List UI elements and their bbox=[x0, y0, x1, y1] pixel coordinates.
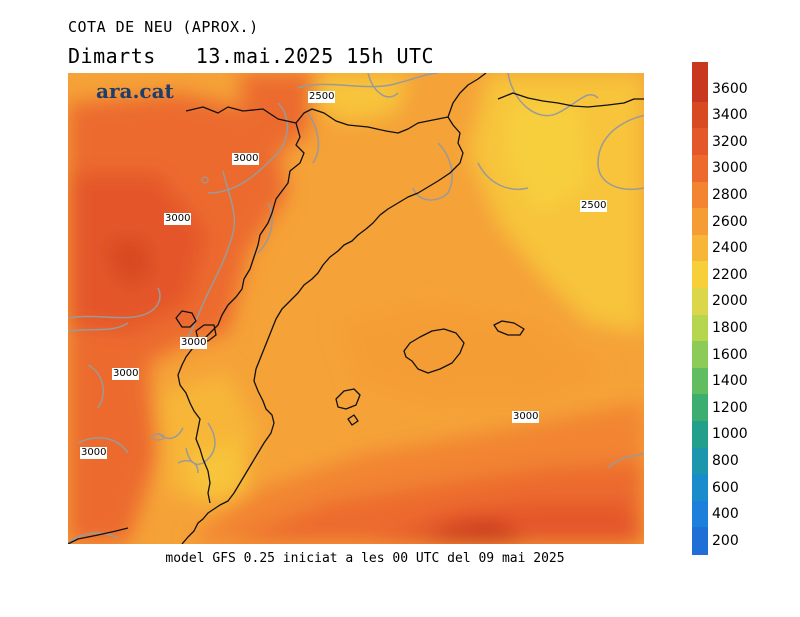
colorbar-cell bbox=[692, 181, 708, 210]
colorbar-cell bbox=[692, 447, 708, 476]
contour-label: 3000 bbox=[80, 447, 108, 459]
contour-ring bbox=[151, 433, 165, 441]
colorbar-label: 200 bbox=[712, 532, 739, 549]
map-title: COTA DE NEU (APROX.) bbox=[68, 18, 259, 36]
contour-label: 2500 bbox=[580, 200, 608, 212]
model-caption: model GFS 0.25 iniciat a les 00 UTC del … bbox=[165, 551, 565, 566]
colorbar-cell bbox=[692, 288, 708, 316]
map-date-time: 13.mai.2025 15h UTC bbox=[195, 44, 435, 68]
field-3200-s bbox=[368, 503, 644, 544]
colorbar-cell bbox=[692, 155, 708, 183]
colorbar-cell bbox=[692, 101, 708, 130]
map-day: Dimarts bbox=[68, 44, 156, 68]
colorbar-label: 2200 bbox=[712, 266, 748, 283]
field-3400-w bbox=[108, 238, 153, 288]
contour-label: 3000 bbox=[232, 153, 260, 165]
colorbar-cell bbox=[692, 474, 708, 502]
colorbar-cell bbox=[692, 208, 708, 236]
colorbar-label: 3200 bbox=[712, 133, 748, 150]
colorbar-label: 400 bbox=[712, 506, 739, 523]
colorbar-label: 1600 bbox=[712, 346, 748, 363]
contour-label: 3000 bbox=[512, 411, 540, 423]
contour-label: 3000 bbox=[164, 213, 192, 225]
colorbar-label: 3000 bbox=[712, 160, 748, 177]
contour-label: 3000 bbox=[112, 368, 140, 380]
colorbar-cell bbox=[692, 500, 708, 529]
field-3500-s bbox=[418, 521, 528, 544]
colorbar-label: 800 bbox=[712, 452, 739, 469]
colorbar-label: 3600 bbox=[712, 80, 748, 97]
colorbar-label: 1400 bbox=[712, 373, 748, 390]
colorbar-label: 1000 bbox=[712, 426, 748, 443]
colorbar-cell bbox=[692, 62, 708, 77]
contour-label: 3000 bbox=[180, 337, 208, 349]
map-datetime: Dimarts 13.mai.2025 15h UTC bbox=[68, 44, 474, 68]
colorbar bbox=[692, 62, 708, 555]
brand-logo: ara.cat bbox=[96, 79, 174, 103]
colorbar-label: 2000 bbox=[712, 293, 748, 310]
colorbar-label: 2600 bbox=[712, 213, 748, 230]
colorbar-cell bbox=[692, 527, 708, 555]
contour-ring bbox=[201, 176, 209, 184]
colorbar-cell bbox=[692, 261, 708, 290]
colorbar-label: 1800 bbox=[712, 319, 748, 336]
colorbar-cell bbox=[692, 421, 708, 449]
field-2700-c bbox=[338, 303, 608, 403]
colorbar-cell bbox=[692, 234, 708, 263]
colorbar-cell bbox=[692, 341, 708, 369]
colorbar-label: 2400 bbox=[712, 240, 748, 257]
map-canvas bbox=[68, 73, 644, 544]
colorbar-cell bbox=[692, 314, 708, 343]
snow-level-map: ara.cat 2500 3000 3000 2500 3000 3000 30… bbox=[68, 73, 644, 544]
colorbar-label: 2800 bbox=[712, 186, 748, 203]
field-2400-sw bbox=[188, 443, 248, 503]
colorbar-label: 600 bbox=[712, 479, 739, 496]
field-3000-n bbox=[238, 73, 318, 153]
field-2400-n bbox=[298, 73, 408, 123]
colorbar-cell bbox=[692, 394, 708, 423]
colorbar-cell bbox=[692, 128, 708, 157]
field-2300-ne bbox=[508, 103, 588, 213]
colorbar-cell bbox=[692, 367, 708, 396]
colorbar-label: 3400 bbox=[712, 107, 748, 124]
field-3000-sw bbox=[68, 363, 158, 544]
colorbar-label: 1200 bbox=[712, 399, 748, 416]
colorbar-cell bbox=[692, 75, 708, 103]
contour-lines bbox=[68, 73, 644, 544]
contour-label: 2500 bbox=[308, 91, 336, 103]
coastlines-borders bbox=[68, 73, 644, 544]
